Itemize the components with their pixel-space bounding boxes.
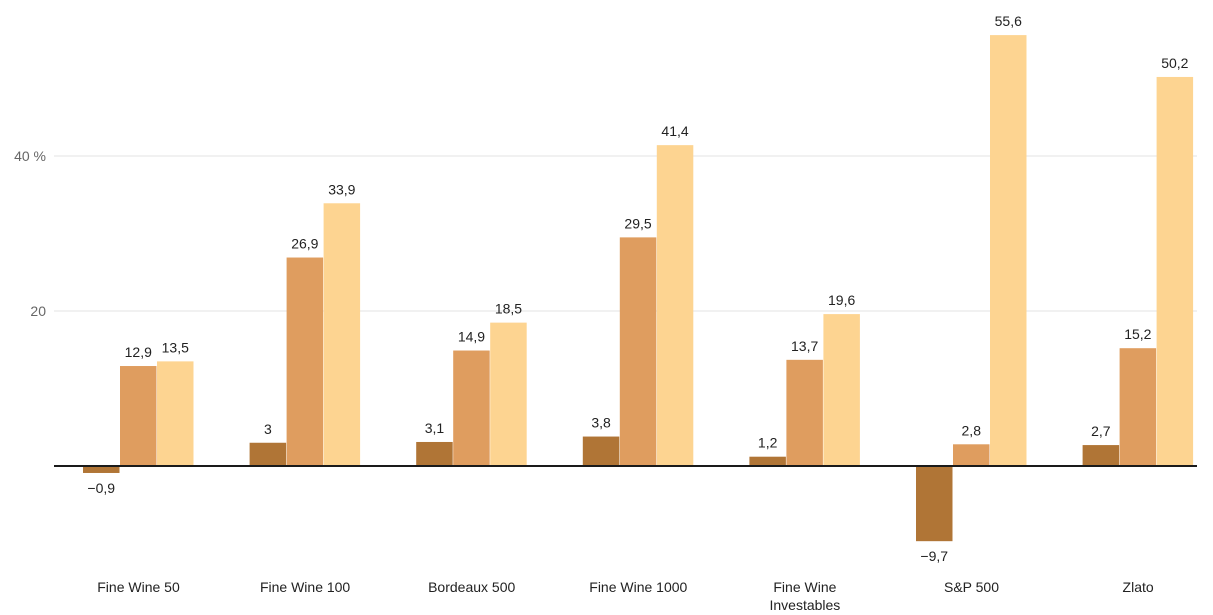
value-label: 33,9 <box>328 181 355 197</box>
bar-series-3 <box>656 145 694 466</box>
value-label: 15,2 <box>1124 326 1151 342</box>
value-label: 2,7 <box>1091 423 1111 439</box>
value-labels: −0,9 12,9 13,5 3 26,9 33,9 3,1 14,9 18,5 3,8 29,5 4… <box>87 13 1188 564</box>
category-label: Fine Wine 1000 <box>589 579 687 595</box>
value-label: 26,9 <box>291 236 318 252</box>
value-label: 55,6 <box>995 13 1022 29</box>
category-label: Fine Wine 50 <box>97 579 180 595</box>
value-label: 1,2 <box>758 435 778 451</box>
bar-series-1 <box>916 466 953 542</box>
bar-series-3 <box>490 322 527 466</box>
bar-series-1 <box>249 442 287 466</box>
bar-series-1 <box>416 441 453 466</box>
value-label: 3,1 <box>425 420 445 436</box>
category-labels: Fine Wine 50 Fine Wine 100 Bordeaux 500 Fin… <box>97 579 1154 613</box>
bar-series-2 <box>1119 348 1157 466</box>
value-label: −9,7 <box>920 548 948 564</box>
bar-series-2 <box>453 350 490 466</box>
category-label: S&P 500 <box>944 579 999 595</box>
value-label: 2,8 <box>962 422 982 438</box>
bar-series-1 <box>1082 445 1120 466</box>
bar-series-3 <box>823 314 860 466</box>
category-label: Zlato <box>1123 579 1154 595</box>
bar-series-2 <box>786 359 823 466</box>
bar-series-3 <box>1156 76 1194 466</box>
value-label: 13,7 <box>791 338 818 354</box>
value-label: 19,6 <box>828 292 855 308</box>
value-label: −0,9 <box>87 480 115 496</box>
bar-series-2 <box>286 257 324 466</box>
bar-series-2 <box>953 444 990 466</box>
bar-series-3 <box>157 361 194 466</box>
value-label: 50,2 <box>1161 55 1188 71</box>
y-tick-label: 40 % <box>14 148 46 164</box>
category-label: Bordeaux 500 <box>428 579 515 595</box>
value-label: 3,8 <box>591 415 611 431</box>
bar-series-1 <box>582 436 620 466</box>
bar-series-3 <box>323 203 361 466</box>
value-label: 14,9 <box>458 329 485 345</box>
value-label: 18,5 <box>495 301 522 317</box>
bar-series-2 <box>619 237 657 466</box>
bar-series-2 <box>120 366 157 466</box>
bar-series-1 <box>83 466 120 473</box>
value-label: 3 <box>264 421 272 437</box>
value-label: 13,5 <box>162 339 189 355</box>
value-label: 12,9 <box>125 344 152 360</box>
bar-series-1 <box>749 456 786 466</box>
bars <box>83 35 1194 542</box>
category-label: Fine Wine 100 <box>260 579 350 595</box>
value-label: 29,5 <box>624 215 651 231</box>
bar-series-3 <box>990 35 1027 466</box>
category-label: Fine Wine Investables <box>769 579 840 613</box>
y-tick-label: 20 <box>30 303 46 319</box>
value-label: 41,4 <box>661 123 688 139</box>
